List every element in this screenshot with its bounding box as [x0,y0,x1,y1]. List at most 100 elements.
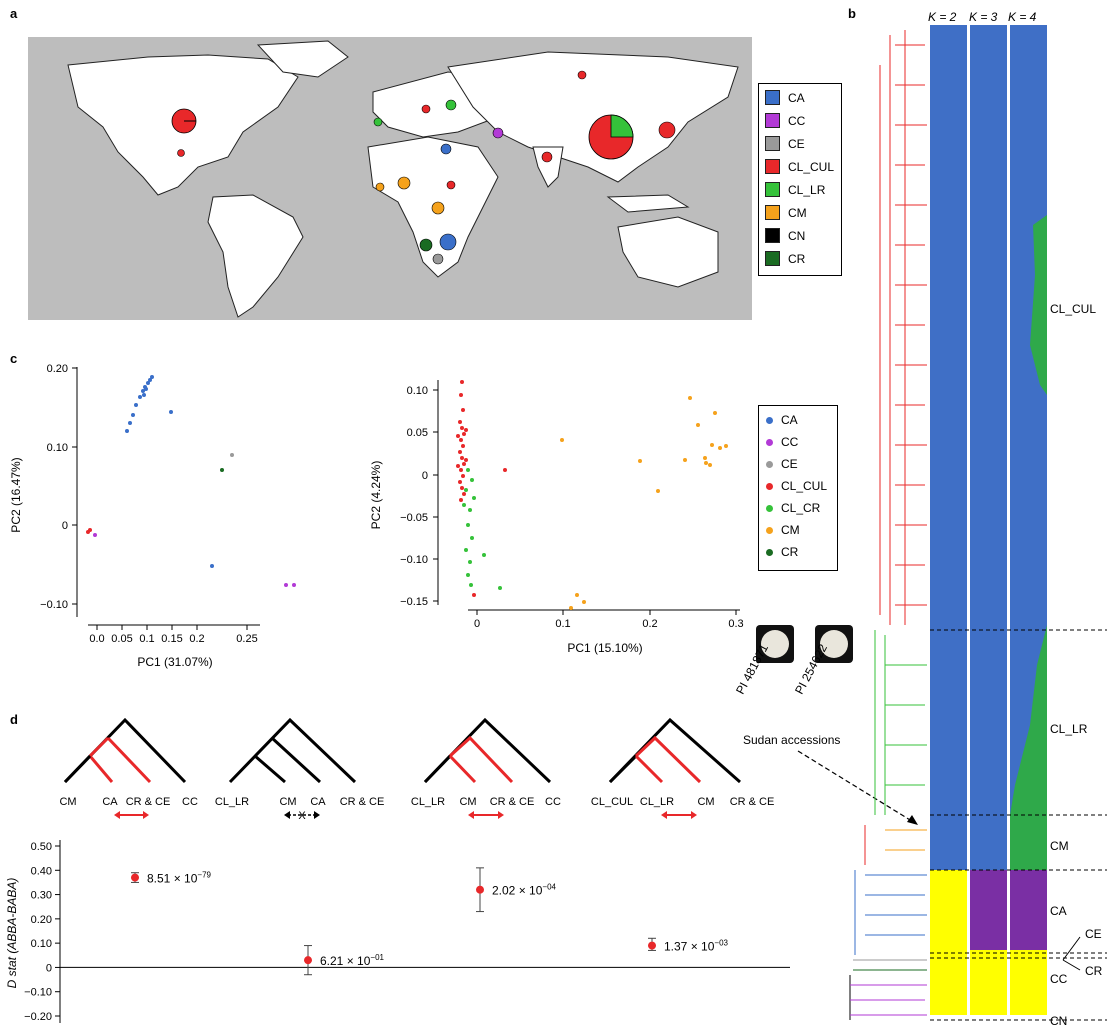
legend-label: CA [781,413,798,427]
pie-central-africa [431,201,445,215]
d-stat-ylabel: D stat (ABBA-BABA) [5,878,19,989]
p-value-exponent: −01 [370,953,384,962]
accession-label: PI 254622 [792,641,831,697]
pca1-xtick: 0.0 [89,633,104,645]
tree-leaf: CR & CE [126,796,171,808]
pca1-points-ca [125,375,214,568]
group-label: CL_LR [1050,722,1088,736]
pca2-xlabel: PC1 (15.10%) [567,641,642,655]
pca2-points-clcul [456,380,507,597]
tree-leaf: CL_LR [411,796,445,808]
pie-europe-1 [373,117,383,127]
k4-yellow [1010,950,1047,1015]
pca1-yticks: 0.20 0.10 0 −0.10 [40,363,77,611]
pie-eafrica [446,180,456,190]
tree-4 [608,717,741,784]
legend-label: CR [781,545,799,559]
y-tick-label: 0.20 [31,914,52,926]
pca1-points-clcul [86,528,92,534]
d-stat-point [304,956,312,965]
pie-russia [577,70,587,80]
p-value-label: 6.21 × 10−01 [320,953,385,968]
pca2-ytick: −0.15 [400,596,428,608]
pca-legend-item: CL_CR [759,497,837,519]
p-value-label: 8.51 × 10−79 [147,871,212,886]
legend-label: CL_CUL [788,159,835,174]
d-stat-point [476,885,484,894]
map-legend-item: CL_LR [759,178,841,201]
pie-china-slice [610,114,634,138]
pca1-xtick: 0.1 [139,633,154,645]
seed-photo-1 [756,625,794,663]
group-label: CR [1085,964,1103,978]
tree-leaf: CM [59,796,76,808]
tree-leaf: CC [182,796,198,808]
tree-leaf: CC [545,796,561,808]
k2-label: K = 2 [928,10,957,24]
pca1-points-cr [220,468,224,472]
group-label: CC [1050,972,1068,986]
y-tick-label: −0.20 [24,1011,52,1023]
pie-europe-3 [445,99,457,111]
legend-label: CE [781,457,798,471]
pie-india [541,151,553,163]
world-map [28,37,752,320]
legend-label: CL_LR [788,182,826,197]
pca2-xtick: 0.2 [642,618,657,630]
pca2-xtick: 0 [474,618,480,630]
map-legend-item: CM [759,201,841,224]
k2-yellow [930,870,967,1015]
legend-label: CR [788,251,806,266]
australia [617,216,719,288]
legend-label: CC [781,435,799,449]
k4-green-clcul [1030,215,1047,395]
pca2-points-cm [560,396,728,610]
no-flow-mark: X [298,810,306,822]
pca-legend-item: CC [759,431,837,453]
pie-japan [658,121,676,139]
d-stat-point [131,873,139,882]
swatch-cc [765,113,780,128]
pca2-ytick: 0.05 [407,427,428,439]
pca1-ytick: −0.10 [40,599,68,611]
y-tick-label: 0.10 [31,938,52,950]
pca2-ytick: −0.05 [400,512,428,524]
group-label: CL_CUL [1050,302,1096,316]
world-map-svg [67,40,739,318]
pca2-yticks: 0.10 0.05 0 −0.05 −0.10 −0.15 [400,385,438,608]
y-ticks: 0.50 0.40 0.30 0.20 0.10 0 −0.10 −0.20 [24,841,60,1023]
group-label: CE [1085,927,1102,941]
pca2-ylabel: PC2 (4.24%) [369,461,383,530]
map-legend-item: CR [759,247,841,270]
sudan-arrow [797,750,918,825]
dot-cc [766,438,773,446]
group-label: CM [1050,839,1069,853]
map-legend: CA CC CE CL_CUL CL_LR CM CN CR [758,83,842,276]
k2-blue [930,25,967,870]
d-stat-chart: 0.50 0.40 0.30 0.20 0.10 0 −0.10 −0.20 8.51 × 1… [5,840,790,1023]
p-value-label: 2.02 × 10−04 [492,883,557,898]
pca1-xtick: 0.2 [189,633,204,645]
swatch-cr [765,251,780,266]
map-legend-item: CN [759,224,841,247]
k4-green-cllr [1010,625,1047,870]
pca2-ytick: 0.10 [407,385,428,397]
pie-europe-2 [421,104,431,114]
india [532,146,564,188]
legend-label: CC [788,113,806,128]
map-legend-item: CL_CUL [759,155,841,178]
k3-label: K = 3 [969,10,998,24]
pca1-ytick: 0.20 [47,363,68,375]
pca2-xtick: 0.3 [728,618,743,630]
d-stat-point [648,941,656,950]
swatch-cn [765,228,780,243]
pca1-xticks: 0.0 0.05 0.1 0.15 0.2 0.25 [89,625,258,645]
pca1-ytick: 0 [62,520,68,532]
dot-ca [766,416,773,424]
panel-c-label: c [10,351,18,366]
tree-leaf: CL_CUL [591,796,633,808]
legend-label: CL_CUL [781,479,828,493]
dot-cl-cr [766,504,773,512]
phylo-tree [849,30,927,1020]
pca-plot-2: 0.10 0.05 0 −0.05 −0.10 −0.15 0 0.1 0.2 … [369,380,744,655]
